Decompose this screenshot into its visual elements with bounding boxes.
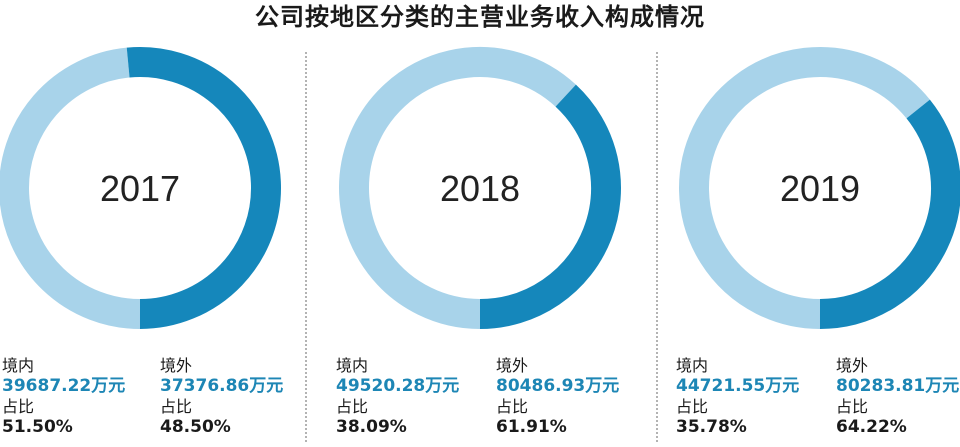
overseas-share-label: 占比	[496, 397, 529, 416]
overseas-share: 64.22%	[836, 417, 907, 437]
domestic-stat-2019: 境内 44721.55万元 占比 35.78%	[676, 356, 836, 438]
domestic-share-label: 占比	[2, 397, 35, 416]
overseas-label: 境外	[836, 356, 869, 375]
overseas-share-label: 占比	[836, 397, 869, 416]
overseas-share: 61.91%	[496, 417, 567, 437]
overseas-label: 境外	[160, 356, 193, 375]
panel-2019: 2019 境内 44721.55万元 占比 35.78% 境外 80283.81…	[670, 38, 960, 447]
domestic-label: 境内	[676, 356, 709, 375]
slice-overseas-2018	[339, 47, 576, 329]
panel-2018: 2018 境内 49520.28万元 占比 38.09% 境外 80486.93…	[330, 38, 650, 447]
overseas-share-label: 占比	[160, 397, 193, 416]
divider-1	[305, 52, 307, 442]
donut-chart-2019: 2019	[670, 38, 960, 338]
overseas-label: 境外	[496, 356, 529, 375]
overseas-stat-2019: 境外 80283.81万元 占比 64.22%	[836, 356, 960, 438]
domestic-label: 境内	[336, 356, 369, 375]
chart-title: 公司按地区分类的主营业务收入构成情况	[255, 3, 705, 31]
overseas-amount: 80486.93万元	[496, 376, 620, 396]
overseas-stat-2017: 境外 37376.86万元 占比 48.50%	[160, 356, 320, 438]
donut-svg-2017: 2017	[0, 47, 281, 329]
domestic-stat-2018: 境内 49520.28万元 占比 38.09%	[336, 356, 496, 438]
domestic-amount: 44721.55万元	[676, 376, 800, 396]
donut-svg-2019: 2019	[679, 47, 960, 329]
slice-domestic-2019	[819, 99, 960, 329]
donut-svg-2018: 2018	[339, 47, 621, 329]
year-label-2019: 2019	[780, 168, 860, 209]
domestic-label: 境内	[2, 356, 35, 375]
donut-chart-2018: 2018	[330, 38, 630, 338]
domestic-share: 35.78%	[676, 417, 747, 437]
overseas-share: 48.50%	[160, 417, 231, 437]
domestic-share-label: 占比	[676, 397, 709, 416]
domestic-amount: 49520.28万元	[336, 376, 460, 396]
domestic-share: 51.50%	[2, 417, 73, 437]
divider-2	[656, 52, 658, 442]
domestic-stat-2017: 境内 39687.22万元 占比 51.50%	[2, 356, 162, 438]
domestic-share-label: 占比	[336, 397, 369, 416]
domestic-share: 38.09%	[336, 417, 407, 437]
overseas-amount: 80283.81万元	[836, 376, 960, 396]
overseas-stat-2018: 境外 80486.93万元 占比 61.91%	[496, 356, 656, 438]
panel-2017: 2017 境内 39687.22万元 占比 51.50% 境外 37376.86…	[0, 38, 310, 447]
slice-overseas-2017	[0, 47, 141, 329]
year-label-2017: 2017	[100, 168, 180, 209]
domestic-amount: 39687.22万元	[2, 376, 126, 396]
donut-chart-2017: 2017	[0, 38, 290, 338]
slice-domestic-2018	[479, 84, 621, 329]
slice-domestic-2017	[126, 47, 281, 329]
overseas-amount: 37376.86万元	[160, 376, 284, 396]
year-label-2018: 2018	[440, 168, 520, 209]
slice-overseas-2019	[679, 47, 930, 329]
